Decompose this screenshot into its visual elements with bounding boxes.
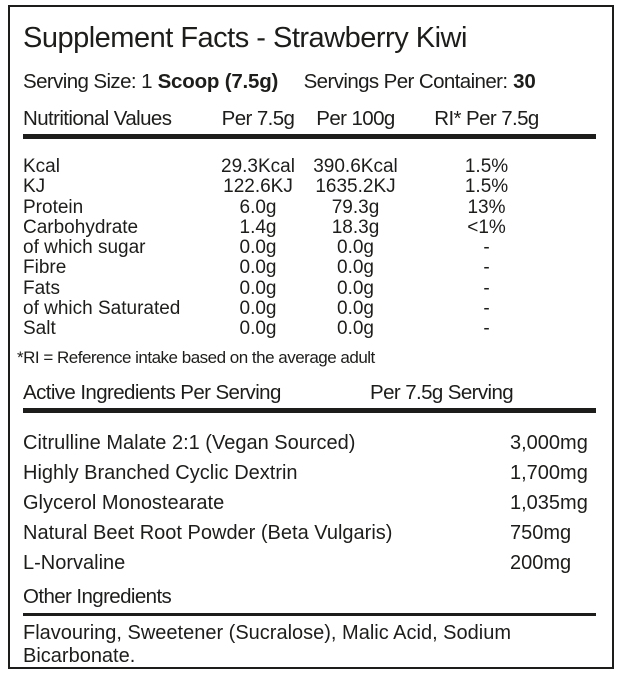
ingredient-row: Glycerol Monostearate 1,035mg [23,488,596,518]
other-ingredients-heading: Other Ingredients [23,584,172,608]
row-label: Salt [23,318,56,340]
ingredient-name: Citrulline Malate 2:1 (Vegan Sourced) [23,431,356,454]
row-per-100g: 18.3g [331,216,380,238]
row-label: Kcal [23,156,60,177]
ingredient-amount: 1,700mg [510,461,588,484]
ingredient-amount: 3,000mg [510,431,588,454]
row-per-serving: 0.0g [239,318,277,340]
nutrition-row: Fats 0.0g 0.0g - [23,277,596,299]
row-per-100g: 0.0g [337,298,374,320]
column-header-ri: RI* Per 7.5g [434,107,539,130]
other-ingredients-text: Flavouring, Sweetener (Sucralose), Malic… [23,622,511,667]
row-ri: - [483,318,490,340]
nutrition-row: Kcal 29.3Kcal 390.6Kcal 1.5% [23,156,596,177]
active-ingredients-heading: Active Ingredients Per Serving [23,380,281,404]
nutrition-table-body: Kcal 29.3Kcal 390.6Kcal 1.5% KJ 122.6KJ … [23,156,596,340]
row-per-serving: 0.0g [239,277,277,299]
serving-size-value: Scoop (7.5g) [157,70,279,93]
servings-per-container-label: Servings Per Container: [303,70,508,93]
label-title: Supplement Facts - Strawberry Kiwi [23,22,467,54]
ingredient-name: L-Norvaline [23,551,126,574]
row-per-serving: 0.0g [239,237,277,259]
divider-thick-middle [23,407,596,413]
row-per-serving: 1.4g [239,216,277,238]
row-label: Fats [23,277,60,299]
row-label: Protein [23,196,84,218]
row-per-100g: 390.6Kcal [313,156,398,177]
row-label: Fibre [23,257,67,279]
row-per-serving: 0.0g [239,298,277,320]
row-per-100g: 79.3g [331,196,380,218]
ingredient-row: Citrulline Malate 2:1 (Vegan Sourced) 3,… [23,428,596,458]
column-header-per-serving: Per 7.5g [221,107,295,130]
row-per-100g: 0.0g [337,277,374,299]
ingredient-amount: 1,035mg [510,491,588,514]
ingredient-amount: 200mg [510,551,572,574]
ingredient-row: Highly Branched Cyclic Dextrin 1,700mg [23,458,596,488]
nutrition-row: of which Saturated 0.0g 0.0g - [23,298,596,320]
row-per-100g: 1635.2KJ [315,176,396,198]
row-label: KJ [23,176,46,198]
row-label: of which Saturated [23,298,181,320]
nutrition-table-header-row: Nutritional Values Per 7.5g Per 100g RI*… [23,107,596,131]
ingredient-name: Highly Branched Cyclic Dextrin [23,461,298,484]
row-ri: - [483,298,490,320]
column-header-per-100g: Per 100g [316,107,395,130]
supplement-facts-label: Supplement Facts - Strawberry Kiwi Servi… [8,5,614,669]
servings-per-container-value: 30 [513,70,536,93]
ingredient-name: Glycerol Monostearate [23,491,225,514]
nutrition-row: of which sugar 0.0g 0.0g - [23,237,596,259]
row-ri: - [483,257,490,279]
ri-footnote: *RI = Reference intake based on the aver… [17,347,375,367]
row-ri: 1.5% [464,176,509,198]
ingredient-row: L-Norvaline 200mg [23,548,596,578]
divider-medium [23,612,596,617]
ingredient-name: Natural Beet Root Powder (Beta Vulgaris) [23,521,393,544]
row-per-100g: 0.0g [337,318,374,340]
row-ri: 13% [467,196,506,218]
row-per-serving: 122.6KJ [223,176,293,198]
nutrition-row: Fibre 0.0g 0.0g - [23,257,596,279]
row-per-100g: 0.0g [337,257,374,279]
nutrition-row: Carbohydrate 1.4g 18.3g <1% [23,216,596,238]
active-ingredients-list: Citrulline Malate 2:1 (Vegan Sourced) 3,… [23,428,596,578]
row-per-serving: 0.0g [239,257,277,279]
nutrition-row: Salt 0.0g 0.0g - [23,318,596,340]
row-ri: 1.5% [464,156,509,177]
nutrition-row: KJ 122.6KJ 1635.2KJ 1.5% [23,176,596,198]
serving-size-label: Serving Size: 1 [23,70,152,93]
divider-thick-top [23,134,596,139]
active-ingredients-column-heading: Per 7.5g Serving [370,380,514,404]
row-ri: - [483,237,490,259]
column-header-nutritional-values: Nutritional Values [23,107,172,130]
row-per-serving: 6.0g [239,196,277,218]
row-label: of which sugar [23,237,146,259]
nutrition-row: Protein 6.0g 79.3g 13% [23,196,596,218]
row-per-100g: 0.0g [337,237,374,259]
active-ingredients-header-row: Active Ingredients Per Serving Per 7.5g … [23,380,596,405]
serving-size-row: Serving Size: 1 Scoop (7.5g) Servings Pe… [23,70,596,94]
row-label: Carbohydrate [23,216,139,238]
row-ri: <1% [467,216,506,238]
ingredient-amount: 750mg [510,521,572,544]
row-per-serving: 29.3Kcal [221,156,295,177]
row-ri: - [483,277,490,299]
ingredient-row: Natural Beet Root Powder (Beta Vulgaris)… [23,518,596,548]
